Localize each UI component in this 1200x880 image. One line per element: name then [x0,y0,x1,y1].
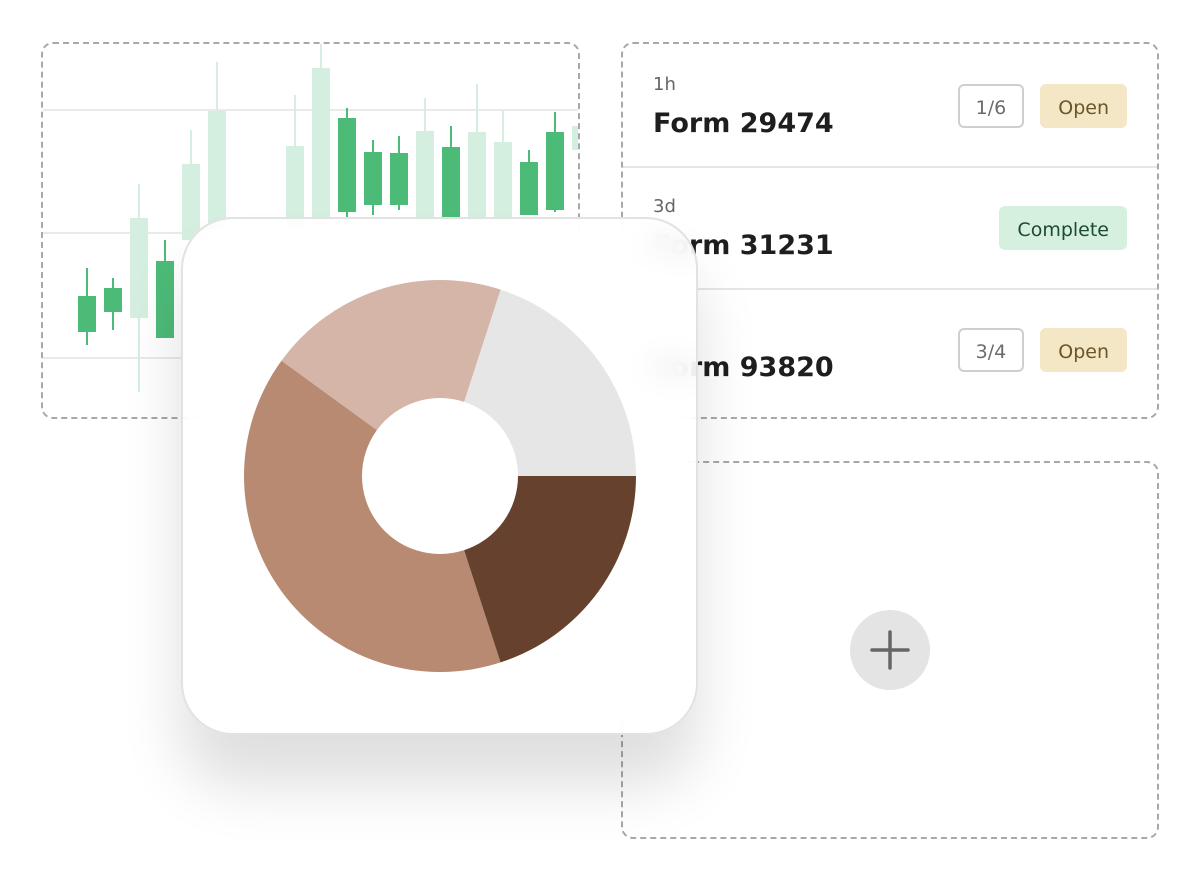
form-time: 3d [653,196,676,217]
status-badge: Open [1040,328,1127,372]
form-row[interactable]: Form 93820 3/4 Open [623,288,1157,410]
form-row[interactable]: 3d Form 31231 Complete [623,166,1157,290]
candle-body [442,147,460,220]
candle-body [156,261,174,338]
candle-body [468,132,486,220]
candle-body [364,152,382,205]
donut-slice [281,280,501,431]
donut-slice [464,289,636,476]
add-button[interactable] [840,600,940,700]
candlestick-panel [41,42,580,419]
candle-body [416,131,434,220]
candle-body [312,68,330,220]
badge-group: Complete [999,206,1127,250]
candle-body [390,153,408,205]
donut-card [181,217,698,735]
add-panel [621,461,1159,839]
candle-body [104,288,122,312]
status-badge: Open [1040,84,1127,128]
candle-body [572,126,578,150]
candle-body [494,142,512,220]
candle-body [546,132,564,210]
form-title: Form 29474 [653,108,834,139]
donut-slice [244,360,501,672]
candle-body [78,296,96,332]
forms-panel: 1h Form 29474 1/6 Open 3d Form 31231 Complete F… [621,42,1159,419]
candle-body [130,218,148,318]
donut-chart [244,280,636,672]
form-time: 1h [653,74,676,95]
form-row[interactable]: 1h Form 29474 1/6 Open [623,44,1157,168]
candle-body [338,118,356,212]
candle-body [286,146,304,230]
badge-group: 3/4 Open [957,328,1127,372]
status-badge: Complete [999,206,1127,250]
candle-body [182,164,200,240]
badge-group: 1/6 Open [957,84,1127,128]
candle-body [520,162,538,215]
candle-body [208,111,226,230]
donut-slice [464,476,636,663]
status-badge: 3/4 [957,328,1025,372]
status-badge: 1/6 [957,84,1025,128]
candlestick-chart [43,44,578,392]
